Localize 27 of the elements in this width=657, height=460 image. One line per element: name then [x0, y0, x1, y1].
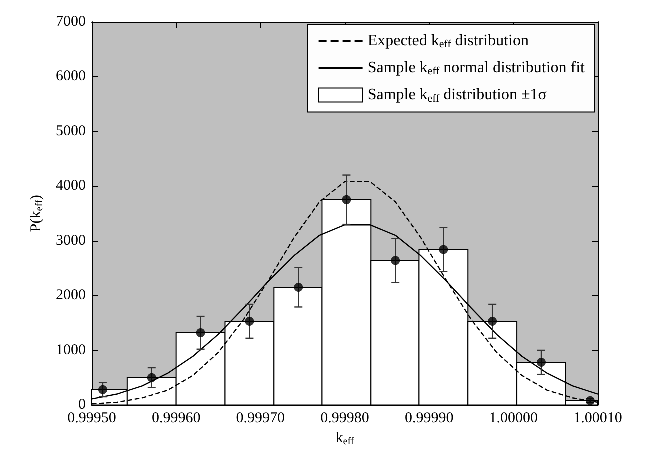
point	[391, 256, 400, 266]
x-tick-label: 1.00000	[489, 410, 538, 427]
y-tick-label: 5000	[56, 123, 86, 140]
x-tick-label: 0.99960	[152, 410, 201, 427]
point	[439, 245, 448, 254]
x-tick-label: 1.00010	[574, 410, 622, 427]
point	[98, 385, 108, 394]
y-tick-label: 2000	[56, 288, 86, 304]
x-tick-label: 0.99950	[68, 410, 116, 427]
x-tick-label: 0.99990	[404, 410, 454, 427]
y-axis-title: P(keff)	[28, 195, 46, 232]
point	[245, 316, 254, 326]
point	[294, 283, 304, 292]
point	[147, 373, 156, 382]
point	[586, 396, 595, 406]
x-tick-label: 0.99970	[236, 410, 286, 427]
y-tick-label: 3000	[56, 232, 86, 249]
x-tick-label: 0.99980	[320, 410, 370, 427]
y-tick-label: 4000	[56, 178, 86, 194]
y-tick-label: 1000	[56, 342, 86, 358]
point	[488, 316, 498, 326]
point	[342, 195, 352, 204]
y-tick-label: 7000	[56, 14, 86, 30]
point	[537, 358, 546, 368]
y-tick-label: 0	[78, 397, 86, 414]
y-tick-label: 6000	[56, 68, 86, 85]
point	[196, 328, 206, 338]
